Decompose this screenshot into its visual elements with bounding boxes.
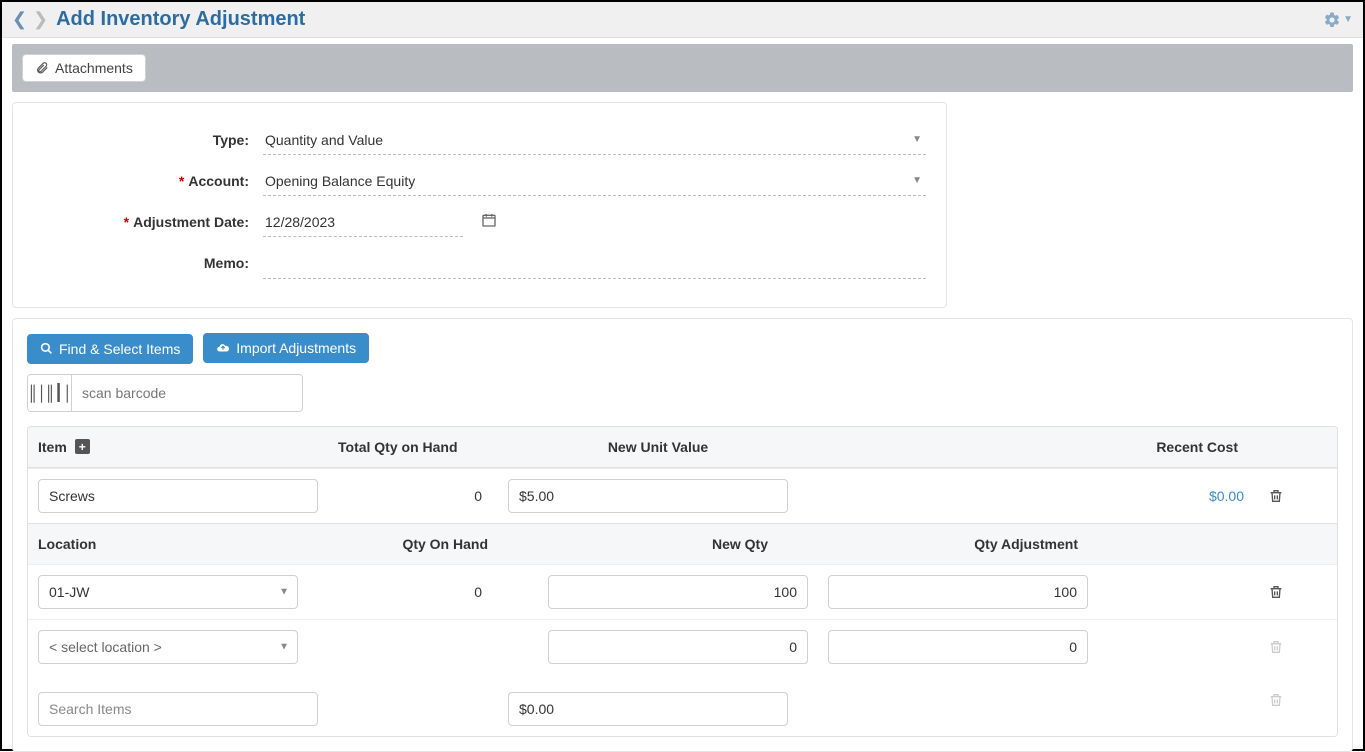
toolbar-strip: Attachments xyxy=(12,44,1353,92)
memo-textarea[interactable] xyxy=(263,251,926,279)
import-label: Import Adjustments xyxy=(236,340,356,356)
qty-on-hand-value xyxy=(328,637,498,657)
search-items-row xyxy=(28,674,1337,736)
qty-adjustment-input[interactable] xyxy=(828,630,1088,664)
col-recent-cost-header: Recent Cost xyxy=(818,427,1258,467)
gear-icon xyxy=(1323,11,1341,29)
trash-icon xyxy=(1268,639,1284,655)
delete-location-button[interactable] xyxy=(1258,574,1328,610)
delete-item-button[interactable] xyxy=(1258,478,1328,514)
trash-icon xyxy=(1268,488,1284,504)
new-qty-input[interactable] xyxy=(548,630,808,664)
barcode-scan: ┃║│║┃│║ xyxy=(27,374,303,412)
row-date: *Adjustment Date: xyxy=(33,210,926,237)
barcode-input[interactable] xyxy=(72,375,302,411)
col-total-qty-header: Total Qty on Hand xyxy=(328,427,498,467)
row-memo: Memo: xyxy=(33,251,926,282)
item-name-input[interactable] xyxy=(38,479,318,513)
new-unit-value-input[interactable] xyxy=(508,692,788,726)
account-select[interactable]: Opening Balance Equity xyxy=(263,169,926,196)
calendar-icon[interactable] xyxy=(481,212,497,228)
col-actions-header xyxy=(1258,435,1328,459)
memo-field xyxy=(263,251,926,282)
col-new-unit-value-header: New Unit Value xyxy=(498,427,818,467)
account-field[interactable]: Opening Balance Equity ▼ xyxy=(263,169,926,196)
find-select-label: Find & Select Items xyxy=(59,341,180,357)
items-grid: Item + Total Qty on Hand New Unit Value … xyxy=(27,426,1338,737)
caret-down-icon: ▼ xyxy=(1343,14,1353,25)
date-label: *Adjustment Date: xyxy=(33,210,263,230)
type-label: Type: xyxy=(33,128,263,148)
recent-cost-link[interactable]: $0.00 xyxy=(818,478,1258,514)
col-location-header: Location xyxy=(28,524,328,564)
barcode-icon: ┃║│║┃│║ xyxy=(28,375,72,411)
grid-header: Item + Total Qty on Hand New Unit Value … xyxy=(28,427,1337,468)
caret-down-icon: ▼ xyxy=(279,641,289,652)
search-items-input[interactable] xyxy=(38,692,318,726)
col-new-qty-header: New Qty xyxy=(498,524,818,564)
date-field xyxy=(263,210,926,237)
col-qty-on-hand-header: Qty On Hand xyxy=(328,524,498,564)
qty-adjustment-input[interactable] xyxy=(828,575,1088,609)
row-account: *Account: Opening Balance Equity ▼ xyxy=(33,169,926,196)
date-input[interactable] xyxy=(263,210,463,237)
nav-forward-icon: ❯ xyxy=(33,9,48,29)
items-actions: Find & Select Items Import Adjustments xyxy=(27,333,1338,364)
account-label: *Account: xyxy=(33,169,263,189)
attachments-label: Attachments xyxy=(55,60,133,76)
item-total-qty: 0 xyxy=(328,478,498,514)
paperclip-icon xyxy=(35,61,49,75)
header-left: ❮ ❯ Add Inventory Adjustment xyxy=(12,8,305,31)
location-select[interactable]: < select location > ▼ xyxy=(38,630,298,664)
type-field[interactable]: Quantity and Value ▼ xyxy=(263,128,926,155)
grid-subheader: Location Qty On Hand New Qty Qty Adjustm… xyxy=(28,523,1337,564)
trash-icon xyxy=(1268,584,1284,600)
type-select[interactable]: Quantity and Value xyxy=(263,128,926,155)
page-header: ❮ ❯ Add Inventory Adjustment ▼ xyxy=(2,2,1363,38)
col-qty-adj-header: Qty Adjustment xyxy=(818,524,1098,564)
search-icon xyxy=(40,342,53,355)
location-row: < select location > ▼ xyxy=(28,619,1337,674)
items-panel: Find & Select Items Import Adjustments ┃… xyxy=(12,318,1353,752)
new-qty-input[interactable] xyxy=(548,575,808,609)
settings-gear-button[interactable]: ▼ xyxy=(1323,11,1353,29)
import-adjustments-button[interactable]: Import Adjustments xyxy=(203,333,369,363)
caret-down-icon: ▼ xyxy=(279,586,289,597)
location-row: 01-JW ▼ 0 xyxy=(28,564,1337,619)
delete-location-button xyxy=(1258,629,1328,665)
trash-icon xyxy=(1268,692,1284,708)
page-title: Add Inventory Adjustment xyxy=(56,8,305,31)
nav-back-icon[interactable]: ❮ xyxy=(12,9,27,29)
location-select[interactable]: 01-JW ▼ xyxy=(38,575,298,609)
qty-on-hand-value: 0 xyxy=(328,574,498,610)
item-row: 0 $0.00 xyxy=(28,468,1337,523)
cloud-upload-icon xyxy=(216,341,230,355)
nav-arrows: ❮ ❯ xyxy=(12,9,50,30)
memo-label: Memo: xyxy=(33,251,263,271)
attachments-button[interactable]: Attachments xyxy=(22,54,146,82)
form-panel: Type: Quantity and Value ▼ *Account: Ope… xyxy=(12,102,947,308)
delete-item-button xyxy=(1258,682,1328,736)
col-item-header: Item + xyxy=(28,427,328,467)
row-type: Type: Quantity and Value ▼ xyxy=(33,128,926,155)
find-select-items-button[interactable]: Find & Select Items xyxy=(27,334,193,364)
add-item-icon[interactable]: + xyxy=(75,439,90,454)
new-unit-value-input[interactable] xyxy=(508,479,788,513)
